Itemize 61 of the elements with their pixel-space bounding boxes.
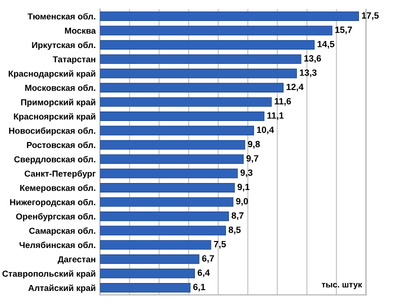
- bar: [100, 40, 315, 50]
- data-label: 9,3: [240, 169, 252, 178]
- bar: [100, 168, 238, 178]
- data-label: 9,8: [248, 140, 260, 149]
- y-tick-label: Алтайский край: [28, 284, 96, 293]
- data-label: 6,7: [202, 255, 214, 263]
- data-label: 12,4: [286, 84, 304, 92]
- y-tick-label: Иркутская обл.: [32, 42, 96, 50]
- y-tick-label: Красноярский край: [14, 113, 96, 122]
- bar: [100, 240, 212, 250]
- y-tick-label: Краснодарский край: [8, 70, 96, 78]
- bar: [100, 82, 284, 92]
- data-label: 9,0: [236, 198, 248, 206]
- y-tick-label: Самарская обл.: [29, 227, 96, 236]
- bar: [100, 197, 234, 207]
- data-label: 7,5: [214, 240, 226, 249]
- bar: [100, 182, 235, 192]
- y-tick-label: Нижегородская обл.: [10, 198, 96, 207]
- y-tick-label: Дагестан: [58, 256, 96, 264]
- data-label: 10,4: [257, 126, 274, 134]
- bar: [100, 11, 359, 22]
- bar: [100, 126, 254, 136]
- bar: [100, 140, 246, 150]
- y-tick-label: Тюменская обл.: [28, 13, 96, 20]
- annotation: тыс. штук: [322, 282, 362, 290]
- data-label: 6,4: [198, 269, 210, 278]
- data-label: 13,6: [304, 55, 321, 63]
- bar: [100, 254, 200, 264]
- bar: [100, 97, 272, 107]
- y-tick-label: Московская обл.: [25, 84, 96, 91]
- data-label: 9,7: [246, 155, 258, 163]
- data-label: 6,1: [193, 284, 206, 292]
- bar: [100, 282, 190, 293]
- data-label: 15,7: [335, 26, 352, 34]
- y-tick-label: Татарстан: [52, 56, 96, 64]
- data-label: 11,6: [274, 98, 291, 106]
- y-tick-label: Санкт-Петербург: [24, 170, 96, 178]
- data-label: 8,5: [228, 226, 241, 234]
- y-tick-label: Челябинская обл.: [20, 242, 96, 248]
- y-tick-label: Приморский край: [21, 98, 96, 107]
- bar: [100, 68, 297, 78]
- bar: [100, 54, 302, 64]
- y-tick-label: Москва: [65, 28, 96, 34]
- bar: [100, 26, 332, 36]
- y-tick-label: Оренбургская обл.: [16, 213, 96, 222]
- y-tick-label: Ростовская обл.: [26, 142, 96, 148]
- y-tick-label: Новосибирская обл.: [9, 127, 96, 136]
- data-label: 9,1: [238, 184, 250, 192]
- data-label: 8,7: [232, 212, 244, 220]
- bar: [100, 226, 226, 236]
- bar: [100, 112, 264, 122]
- y-tick-label: Кемеровская обл.: [20, 184, 96, 193]
- data-label: 17,5: [362, 12, 379, 20]
- bar: [100, 154, 244, 164]
- data-label: 11,1: [267, 112, 284, 120]
- y-tick-label: Свердловская обл.: [14, 156, 96, 164]
- bar: [100, 212, 229, 222]
- y-tick-label: Ставропольский край: [2, 270, 96, 278]
- data-label: 13,3: [300, 69, 317, 78]
- bar: [100, 268, 195, 278]
- data-label: 14,5: [318, 40, 334, 49]
